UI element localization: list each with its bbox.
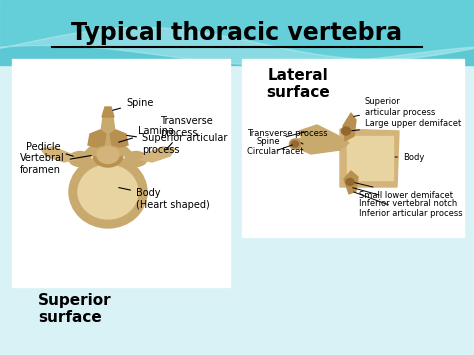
Text: Lateral
surface: Lateral surface xyxy=(266,68,330,100)
Text: Inferior vertebral notch: Inferior vertebral notch xyxy=(353,188,457,208)
Text: Transverse process: Transverse process xyxy=(247,130,328,144)
Text: Superior
articular process: Superior articular process xyxy=(354,97,436,117)
Ellipse shape xyxy=(125,152,147,166)
Ellipse shape xyxy=(69,156,147,228)
Text: Small lower demifacet: Small lower demifacet xyxy=(355,183,453,200)
Text: Lamina: Lamina xyxy=(118,126,174,142)
Ellipse shape xyxy=(346,179,354,186)
Polygon shape xyxy=(102,107,114,117)
Text: Body
(Heart shaped): Body (Heart shaped) xyxy=(118,187,210,210)
Polygon shape xyxy=(103,139,143,159)
Bar xyxy=(12,59,230,287)
Text: Typical thoracic vertebra: Typical thoracic vertebra xyxy=(72,21,402,45)
Bar xyxy=(0,0,474,65)
Text: Spine: Spine xyxy=(113,98,154,110)
Polygon shape xyxy=(73,139,113,159)
Polygon shape xyxy=(41,147,78,162)
Polygon shape xyxy=(344,171,358,194)
Text: Large upper demifacet: Large upper demifacet xyxy=(352,120,461,131)
Text: Spine: Spine xyxy=(257,132,306,146)
Text: Body: Body xyxy=(395,153,424,162)
Polygon shape xyxy=(340,129,399,187)
Polygon shape xyxy=(343,113,356,141)
Polygon shape xyxy=(293,137,340,154)
Polygon shape xyxy=(299,125,349,150)
Text: Pedicle: Pedicle xyxy=(26,142,73,156)
Polygon shape xyxy=(100,117,116,139)
Ellipse shape xyxy=(341,127,350,135)
Ellipse shape xyxy=(93,143,123,167)
Bar xyxy=(242,59,464,237)
Polygon shape xyxy=(138,147,175,162)
Text: Superior
surface: Superior surface xyxy=(38,293,111,326)
Text: Circular facet: Circular facet xyxy=(247,145,303,155)
Polygon shape xyxy=(88,130,106,147)
Ellipse shape xyxy=(292,141,299,147)
Ellipse shape xyxy=(290,139,301,149)
Polygon shape xyxy=(110,130,128,147)
Ellipse shape xyxy=(78,165,138,219)
Text: Inferior articular process: Inferior articular process xyxy=(354,192,463,218)
Text: Superior articular
process: Superior articular process xyxy=(127,133,228,155)
Text: Vertebral
foramen: Vertebral foramen xyxy=(20,153,91,175)
Polygon shape xyxy=(347,136,393,180)
Ellipse shape xyxy=(97,147,119,164)
Ellipse shape xyxy=(69,152,91,166)
Text: Transverse
process: Transverse process xyxy=(160,116,213,150)
